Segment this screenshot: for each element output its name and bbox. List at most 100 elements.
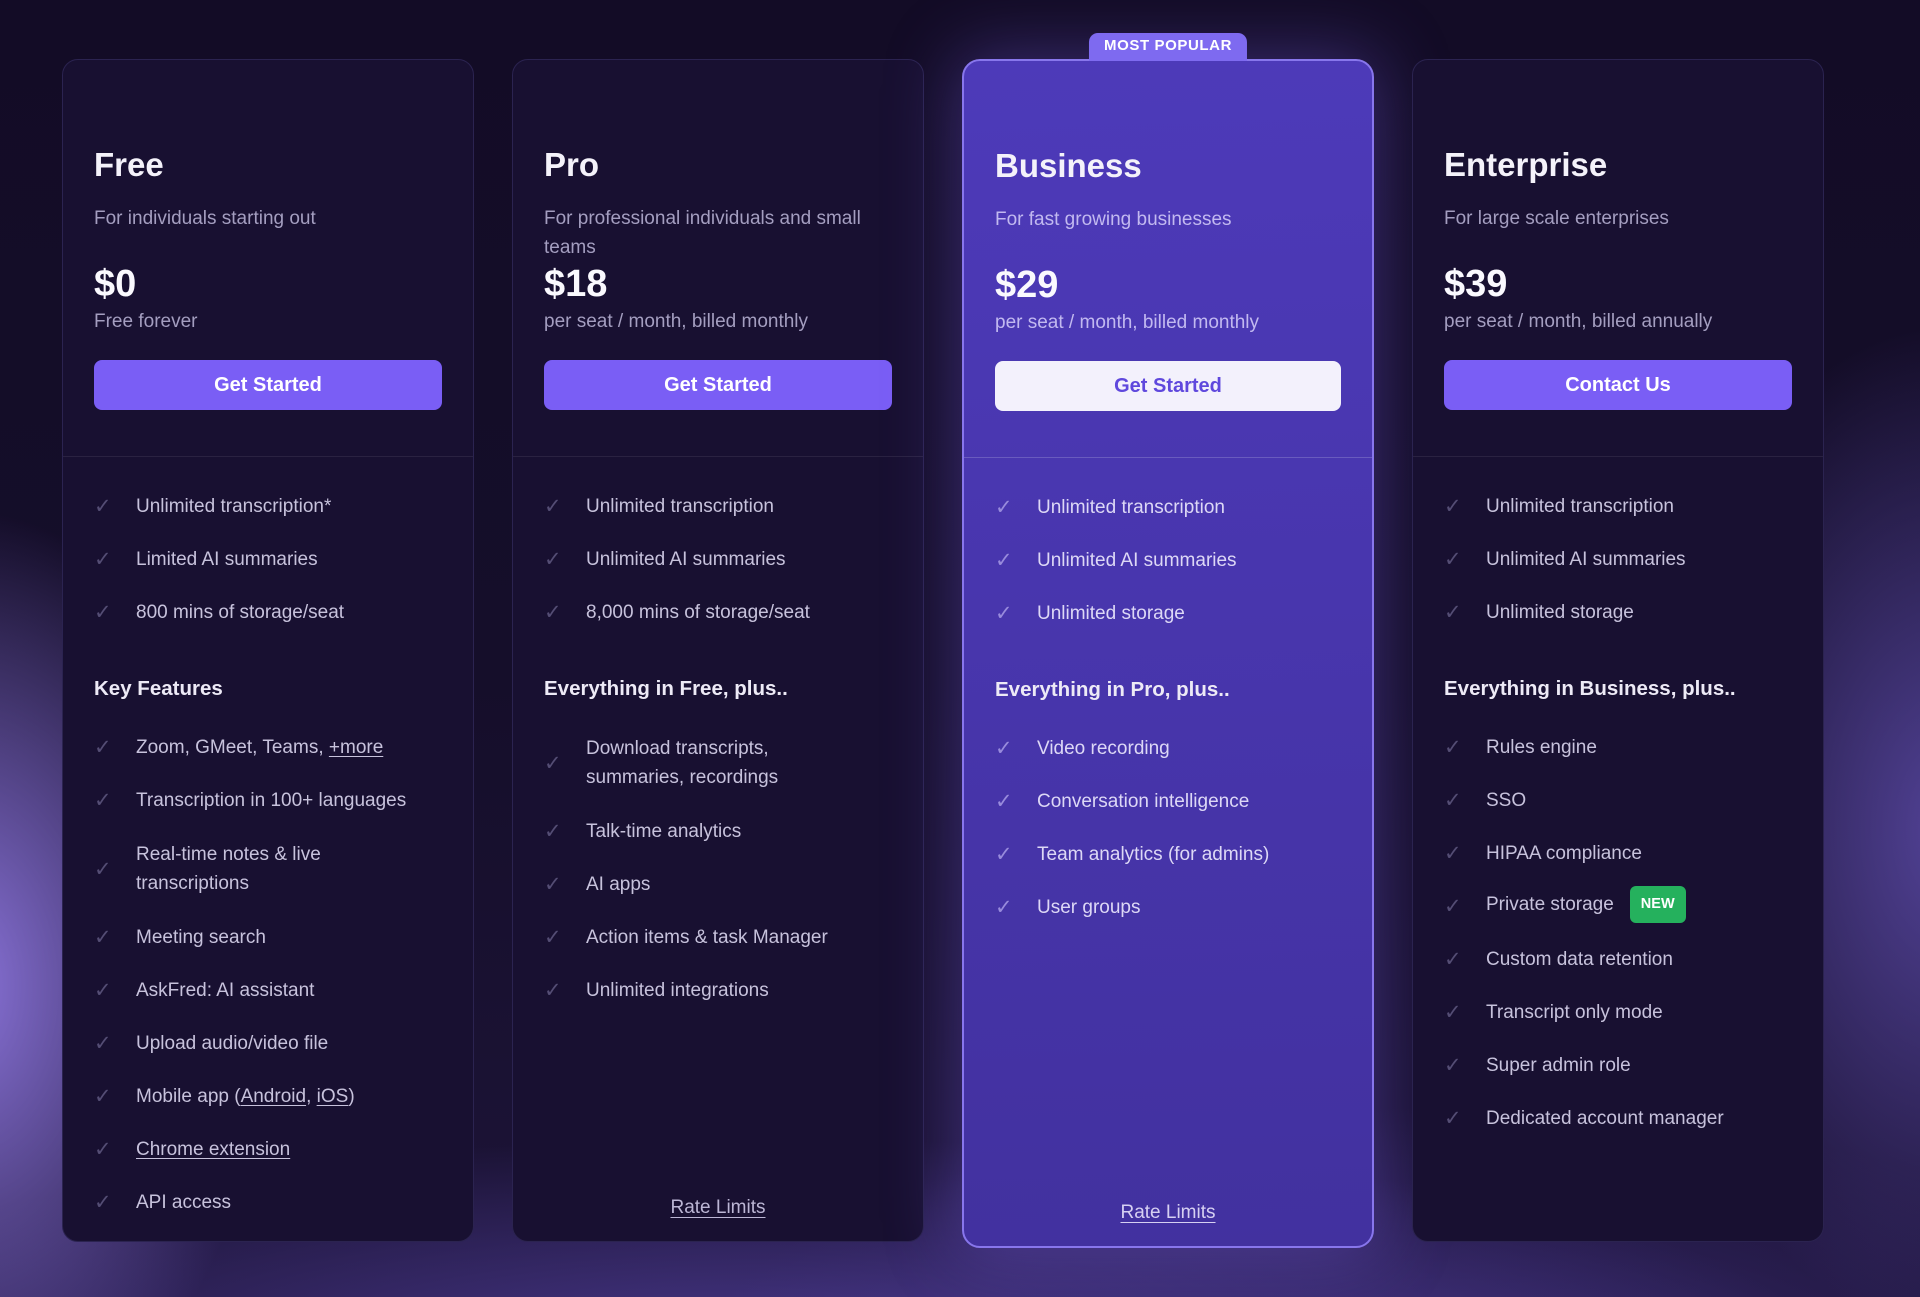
check-icon: ✓ bbox=[94, 978, 112, 1002]
feature-section-heading: Everything in Pro, plus.. bbox=[995, 678, 1230, 701]
feature-row: ✓ HIPAA compliance bbox=[1444, 827, 1792, 880]
feature-text-segment: Conversation intelligence bbox=[1037, 791, 1250, 812]
feature-row: ✓ User groups bbox=[995, 881, 1341, 934]
check-icon: ✓ bbox=[1444, 735, 1462, 759]
check-icon: ✓ bbox=[544, 819, 562, 843]
get-started-button-pro[interactable]: Get Started bbox=[544, 360, 892, 410]
feature-label: User groups bbox=[1037, 893, 1141, 922]
feature-text-segment: Real-time notes & live bbox=[136, 844, 321, 865]
feature-row: ✓ Real-time notes & live transcriptions bbox=[94, 827, 442, 911]
feature-text-segment: Mobile app ( bbox=[136, 1086, 241, 1107]
feature-label: Unlimited AI summaries bbox=[1037, 546, 1237, 575]
feature-text-segment: Private storage bbox=[1486, 894, 1614, 915]
feature-section-heading: Key Features bbox=[94, 677, 223, 700]
feature-row: ✓ Unlimited AI summaries bbox=[544, 533, 892, 586]
feature-text-segment: User groups bbox=[1037, 897, 1141, 918]
feature-text-segment: AskFred: AI assistant bbox=[136, 980, 315, 1001]
feature-text-segment: Action items & task Manager bbox=[586, 927, 828, 948]
check-icon: ✓ bbox=[94, 494, 112, 518]
pricing-card-pro: Pro For professional individuals and smal… bbox=[512, 59, 924, 1242]
feature-text-segment: Dedicated account manager bbox=[1486, 1108, 1724, 1129]
feature-row: ✓ Action items & task Manager bbox=[544, 911, 892, 964]
check-icon: ✓ bbox=[995, 789, 1013, 813]
check-icon: ✓ bbox=[1444, 1053, 1462, 1077]
plan-title: Business bbox=[995, 147, 1142, 184]
feature-text-segment: Transcription in 100+ languages bbox=[136, 790, 407, 811]
feature-link-chrome-extension[interactable]: Chrome extension bbox=[136, 1139, 291, 1160]
feature-label: Private storage NEW bbox=[1486, 886, 1686, 925]
feature-row: ✓ Unlimited transcription bbox=[1444, 480, 1792, 533]
rate-limits-link-wrap: Rate Limits bbox=[964, 1202, 1372, 1224]
feature-label: Unlimited transcription bbox=[1486, 492, 1674, 521]
feature-row: ✓ Unlimited transcription* bbox=[94, 480, 442, 533]
feature-text-segment: API access bbox=[136, 1192, 232, 1213]
feature-list: ✓ Unlimited transcription ✓ Unlimited AI su… bbox=[964, 457, 1372, 934]
plan-description: For fast growing businesses bbox=[995, 209, 1232, 230]
feature-label: Unlimited storage bbox=[1486, 598, 1634, 627]
check-icon: ✓ bbox=[544, 872, 562, 896]
feature-label: Zoom, GMeet, Teams, +more bbox=[136, 733, 383, 762]
card-header: Enterprise For large scale enterprises $39… bbox=[1413, 60, 1823, 410]
rate-limits-link[interactable]: Rate Limits bbox=[1120, 1202, 1216, 1223]
check-icon: ✓ bbox=[995, 495, 1013, 519]
plan-description: For professional individuals and small t… bbox=[544, 208, 861, 258]
feature-row: ✓ Limited AI summaries bbox=[94, 533, 442, 586]
feature-text-segment: Unlimited storage bbox=[1037, 603, 1185, 624]
check-icon: ✓ bbox=[544, 750, 562, 775]
get-started-button-free[interactable]: Get Started bbox=[94, 360, 442, 410]
check-icon: ✓ bbox=[544, 925, 562, 949]
feature-label: Unlimited AI summaries bbox=[586, 545, 786, 574]
check-icon: ✓ bbox=[94, 788, 112, 812]
check-icon: ✓ bbox=[1444, 494, 1462, 518]
card-header: Business For fast growing businesses $29 pe… bbox=[964, 61, 1372, 411]
feature-row: ✓ Unlimited transcription bbox=[995, 481, 1341, 534]
plan-price-note: per seat / month, billed annually bbox=[1444, 311, 1713, 332]
get-started-button-business[interactable]: Get Started bbox=[995, 361, 1341, 411]
check-icon: ✓ bbox=[995, 548, 1013, 572]
check-icon: ✓ bbox=[1444, 788, 1462, 812]
feature-row: ✓ 8,000 mins of storage/seat bbox=[544, 586, 892, 639]
feature-label: Action items & task Manager bbox=[586, 923, 828, 952]
feature-list: ✓ Unlimited transcription* ✓ Limited AI sum… bbox=[63, 456, 473, 1229]
plan-title: Enterprise bbox=[1444, 146, 1608, 183]
feature-row: ✓ Unlimited AI summaries bbox=[1444, 533, 1792, 586]
feature-label: Unlimited transcription bbox=[1037, 493, 1225, 522]
feature-row: ✓ Unlimited storage bbox=[995, 587, 1341, 640]
feature-label: Limited AI summaries bbox=[136, 545, 318, 574]
feature-label: Unlimited integrations bbox=[586, 976, 769, 1005]
feature-link--more[interactable]: +more bbox=[328, 737, 384, 758]
check-icon: ✓ bbox=[995, 842, 1013, 866]
feature-label: Download transcripts, summaries, recordin… bbox=[586, 734, 778, 792]
feature-text-segment: Unlimited transcription bbox=[1037, 497, 1225, 518]
feature-link-ios[interactable]: iOS bbox=[316, 1086, 349, 1107]
feature-link-android[interactable]: Android bbox=[240, 1086, 307, 1107]
feature-label: Meeting search bbox=[136, 923, 266, 952]
feature-text-segment: , bbox=[306, 1086, 317, 1107]
contact-us-button-enterprise[interactable]: Contact Us bbox=[1444, 360, 1792, 410]
feature-label: Unlimited AI summaries bbox=[1486, 545, 1686, 574]
feature-list: ✓ Unlimited transcription ✓ Unlimited AI su… bbox=[513, 456, 923, 1017]
feature-row: ✓ Custom data retention bbox=[1444, 933, 1792, 986]
feature-row: ✓ Unlimited AI summaries bbox=[995, 534, 1341, 587]
feature-text-segment: Team analytics (for admins) bbox=[1037, 844, 1270, 865]
plan-price: $0 bbox=[94, 263, 137, 305]
check-icon: ✓ bbox=[94, 1190, 112, 1214]
feature-row: ✓ Talk-time analytics bbox=[544, 805, 892, 858]
feature-text-segment: 800 mins of storage/seat bbox=[136, 602, 345, 623]
check-icon: ✓ bbox=[544, 547, 562, 571]
feature-text-segment: 8,000 mins of storage/seat bbox=[586, 602, 810, 623]
feature-text-segment: Talk-time analytics bbox=[586, 821, 742, 842]
feature-row: ✓ Video recording bbox=[995, 722, 1341, 775]
feature-row: ✓ Zoom, GMeet, Teams, +more bbox=[94, 721, 442, 774]
rate-limits-link[interactable]: Rate Limits bbox=[670, 1197, 766, 1218]
check-icon: ✓ bbox=[1444, 1106, 1462, 1130]
feature-text-segment: Unlimited transcription* bbox=[136, 496, 332, 517]
feature-text-segment: Unlimited AI summaries bbox=[586, 549, 786, 570]
feature-label: AI apps bbox=[586, 870, 650, 899]
feature-label: Transcription in 100+ languages bbox=[136, 786, 406, 815]
plan-price: $39 bbox=[1444, 263, 1508, 305]
feature-row: ✓ Unlimited transcription bbox=[544, 480, 892, 533]
plan-price: $29 bbox=[995, 264, 1059, 306]
feature-row: ✓ Dedicated account manager bbox=[1444, 1092, 1792, 1145]
feature-row: ✓ Unlimited integrations bbox=[544, 964, 892, 1017]
